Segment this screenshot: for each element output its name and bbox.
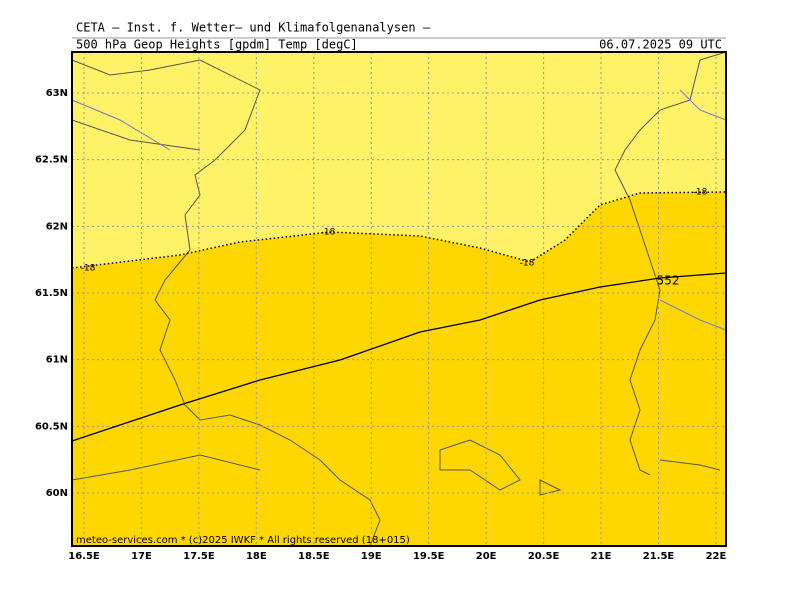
temp-contour [71, 191, 727, 269]
lon-label: 17.5E [183, 551, 215, 562]
lat-label: 61.5N [35, 288, 68, 299]
lon-label: 20E [476, 551, 497, 562]
lon-label: 22E [706, 551, 727, 562]
contour-label: -18 [693, 188, 708, 198]
lon-label: 16.5E [68, 551, 100, 562]
height-contour [71, 272, 727, 442]
frame [71, 51, 727, 547]
lat-label: 60.5N [35, 421, 68, 432]
lat-label: 62N [46, 221, 68, 232]
rivers [71, 89, 727, 331]
lat-label: 60N [46, 488, 68, 499]
lon-label: 19.5E [413, 551, 445, 562]
contour-label: -18 [321, 228, 336, 238]
subtitle: 500_hPa_Geop_Heights_[gpdm]_Temp_[degC] [76, 38, 358, 52]
timestamp: 06.07.2025 09 UTC [599, 38, 722, 52]
contour-label: -18 [520, 259, 535, 269]
lon-label: 20.5E [528, 551, 560, 562]
contour-label: 552 [657, 274, 680, 288]
grid [72, 52, 726, 546]
coastlines [71, 51, 727, 547]
lon-label: 21.5E [643, 551, 675, 562]
lat-label: 63N [46, 88, 68, 99]
footer: meteo-services.com * (c)2025 IWKF * All … [76, 535, 410, 546]
lon-label: 17E [131, 551, 152, 562]
lon-label: 21E [591, 551, 612, 562]
lon-label: 18.5E [298, 551, 330, 562]
lat-label: 62.5N [35, 155, 68, 166]
lat-label: 61N [46, 355, 68, 366]
title: CETA — Inst. f. Wetter— und Klimafolgena… [76, 21, 431, 35]
lon-label: 18E [246, 551, 267, 562]
contour-label: -18 [81, 264, 96, 274]
lon-label: 19E [361, 551, 382, 562]
